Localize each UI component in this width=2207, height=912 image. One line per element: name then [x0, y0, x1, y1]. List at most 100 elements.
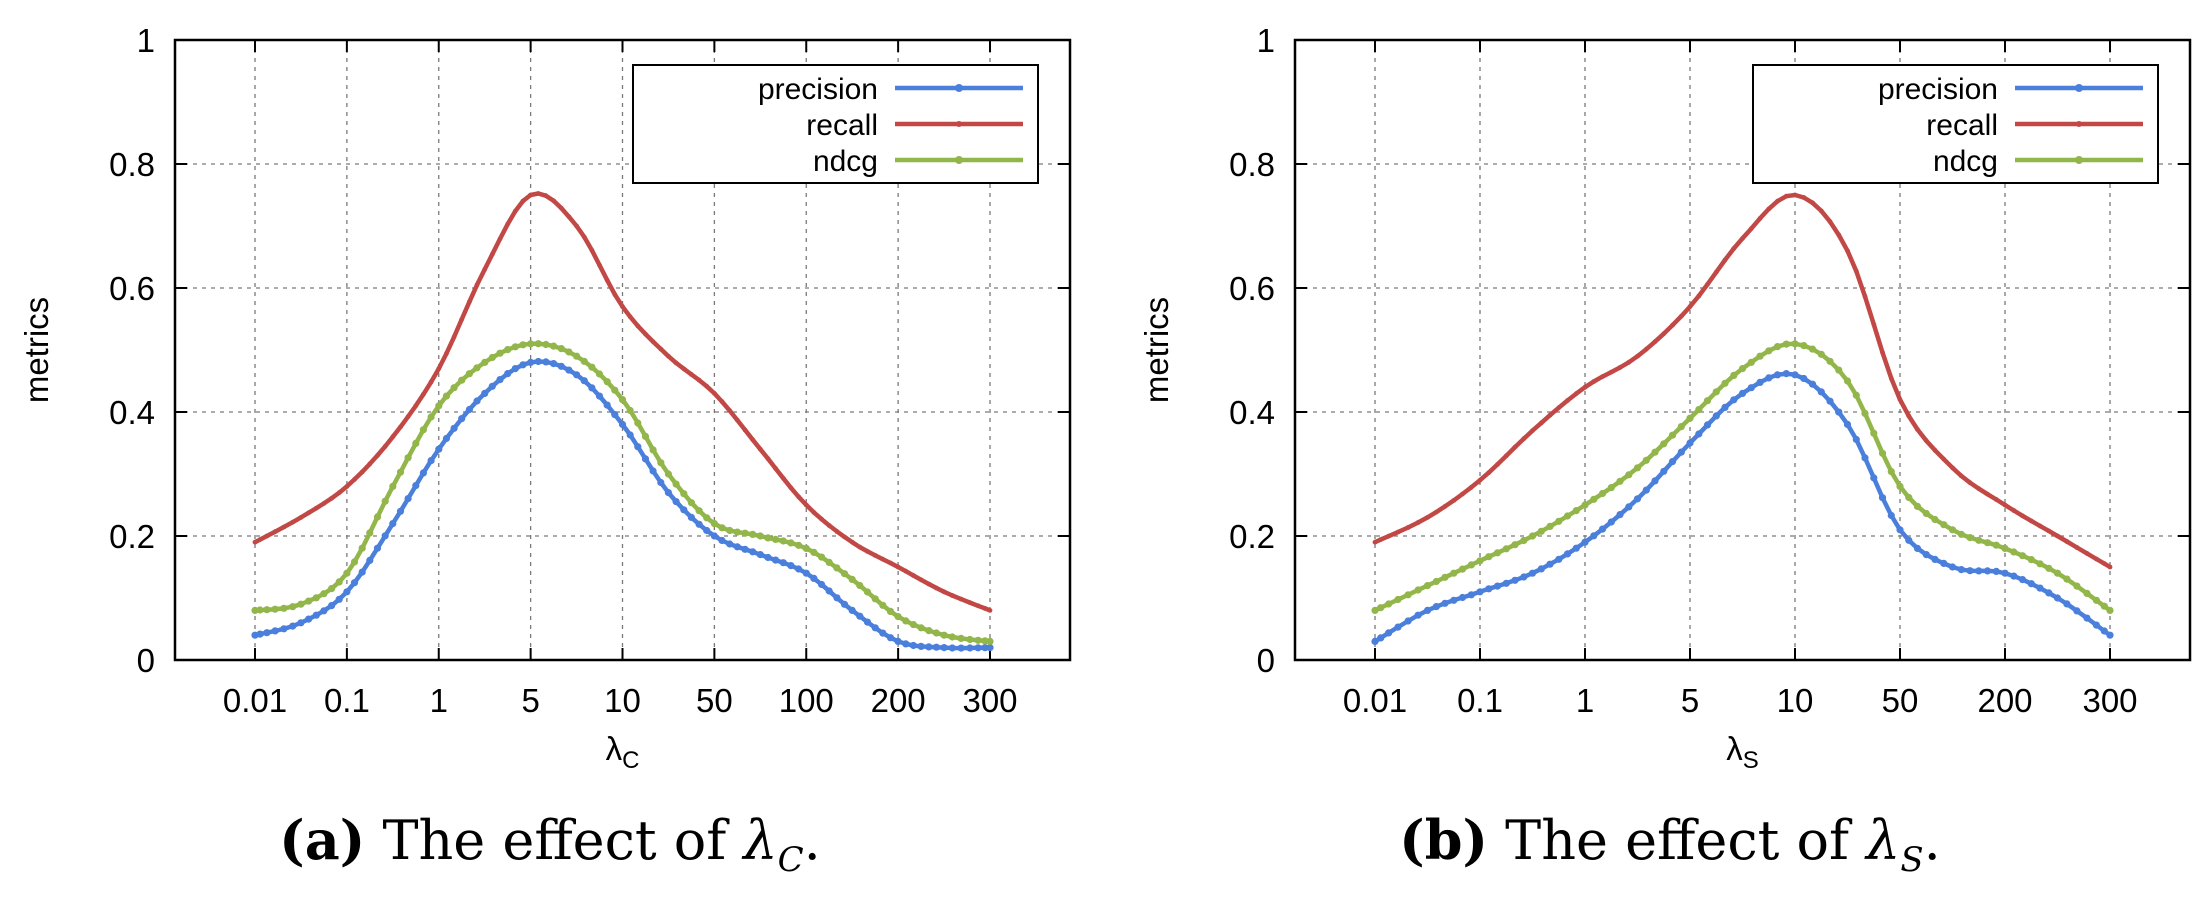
- series-line-recall: [1374, 192, 2112, 569]
- series-point-ndcg: [350, 558, 359, 566]
- series-point-recall: [903, 568, 909, 574]
- series-point-precision: [871, 624, 879, 632]
- series-point-ndcg: [320, 590, 328, 598]
- series-point-recall: [1661, 331, 1667, 337]
- series-point-precision: [1590, 532, 1598, 540]
- series-point-precision: [1835, 408, 1843, 416]
- series-point-ndcg: [756, 532, 764, 540]
- series-point-precision: [948, 644, 956, 652]
- series-point-precision: [565, 366, 573, 374]
- figure-a: 0.01 0.1 1 5 10 50 100 200 300 0 0.2 0.4 0.6 0.8 1 metr…: [0, 0, 1100, 912]
- series-point-recall: [2094, 556, 2099, 562]
- series-point-recall: [2055, 533, 2060, 539]
- series-point-recall: [865, 549, 870, 554]
- series-point-ndcg: [840, 570, 849, 578]
- series-point-precision: [1887, 511, 1895, 520]
- series-point-precision: [450, 424, 458, 432]
- series-point-recall: [1451, 498, 1457, 503]
- series-point-recall: [888, 560, 893, 566]
- series-point-recall: [1976, 486, 1982, 492]
- series-point-ndcg: [527, 340, 535, 348]
- series-point-recall: [842, 534, 847, 540]
- y-tick-label: 0.2: [109, 518, 155, 555]
- series-point-precision: [1878, 494, 1887, 502]
- series-point-ndcg: [710, 520, 719, 528]
- series-point-recall: [413, 403, 419, 409]
- series-point-recall: [727, 408, 733, 413]
- series-point-ndcg: [504, 346, 512, 354]
- series-point-recall: [643, 331, 648, 337]
- series-point-recall: [398, 424, 403, 430]
- series-point-recall: [1547, 412, 1553, 418]
- series-point-precision: [588, 384, 596, 392]
- series-point-recall: [252, 539, 258, 545]
- series-point-ndcg: [1905, 493, 1913, 502]
- series-point-recall: [459, 317, 465, 322]
- series-point-recall: [1862, 294, 1868, 299]
- series-point-recall: [826, 523, 832, 528]
- legend-label-precision: precision: [1878, 73, 1998, 106]
- series-point-ndcg: [1835, 366, 1843, 374]
- series-point-recall: [551, 198, 556, 204]
- series-point-ndcg: [1817, 350, 1825, 358]
- series-point-precision: [1940, 559, 1948, 568]
- series-point-ndcg: [879, 601, 887, 609]
- series-point-recall: [1635, 353, 1640, 359]
- series-point-ndcg: [404, 454, 412, 462]
- series-point-ndcg: [1616, 477, 1624, 485]
- legend-marker-recall: [2076, 121, 2082, 127]
- series-point-recall: [1888, 376, 1894, 381]
- series-point-recall: [1565, 398, 1570, 403]
- series-point-precision: [879, 629, 887, 637]
- series-point-ndcg: [1791, 340, 1799, 348]
- series-point-recall: [329, 495, 334, 501]
- series-point-recall: [543, 193, 549, 199]
- series-point-precision: [1385, 629, 1393, 637]
- series-point-ndcg: [1975, 536, 1983, 544]
- series-point-recall: [1766, 206, 1772, 212]
- series-point-precision: [2010, 572, 2018, 580]
- series-point-recall: [1985, 491, 1990, 497]
- series-point-ndcg: [1511, 541, 1519, 549]
- series-point-recall: [1608, 369, 1614, 375]
- series-point-ndcg: [373, 513, 382, 521]
- series-point-recall: [918, 577, 924, 583]
- series-point-precision: [1852, 435, 1860, 444]
- series-point-recall: [2011, 508, 2017, 513]
- series-point-precision: [1598, 525, 1607, 533]
- series-point-recall: [1591, 379, 1597, 384]
- series-point-recall: [321, 501, 327, 506]
- series-point-ndcg: [511, 343, 519, 351]
- series-point-recall: [1783, 193, 1789, 199]
- series-point-precision: [289, 622, 297, 630]
- series-point-precision: [1607, 518, 1615, 526]
- series-point-recall: [1503, 453, 1509, 459]
- series-point-recall: [780, 475, 786, 481]
- series-point-ndcg: [1414, 586, 1422, 594]
- series-point-precision: [1520, 573, 1528, 581]
- series-point-recall: [1713, 269, 1719, 275]
- series-point-precision: [779, 559, 787, 567]
- series-point-precision: [373, 544, 382, 552]
- series-point-precision: [2027, 580, 2035, 588]
- series-point-recall: [934, 585, 939, 591]
- series-point-recall: [1415, 520, 1421, 525]
- series-point-precision: [718, 536, 726, 545]
- series-point-recall: [2037, 523, 2043, 529]
- series-point-ndcg: [1677, 423, 1685, 431]
- series-point-precision: [1756, 378, 1764, 386]
- x-axis-label: λS: [1726, 730, 1759, 774]
- series-point-recall: [1757, 216, 1763, 221]
- series-point-ndcg: [297, 600, 305, 608]
- series-point-recall: [734, 417, 740, 423]
- series-point-ndcg: [1385, 600, 1393, 608]
- series-point-ndcg: [435, 402, 443, 410]
- series-point-ndcg: [902, 617, 910, 625]
- series-point-ndcg: [2106, 606, 2114, 615]
- series-point-recall: [528, 192, 533, 198]
- series-point-precision: [802, 569, 810, 577]
- series-point-precision: [1686, 439, 1694, 447]
- series-point-recall: [1993, 497, 1999, 502]
- series-point-ndcg: [1896, 482, 1904, 490]
- series-point-ndcg: [1686, 414, 1694, 422]
